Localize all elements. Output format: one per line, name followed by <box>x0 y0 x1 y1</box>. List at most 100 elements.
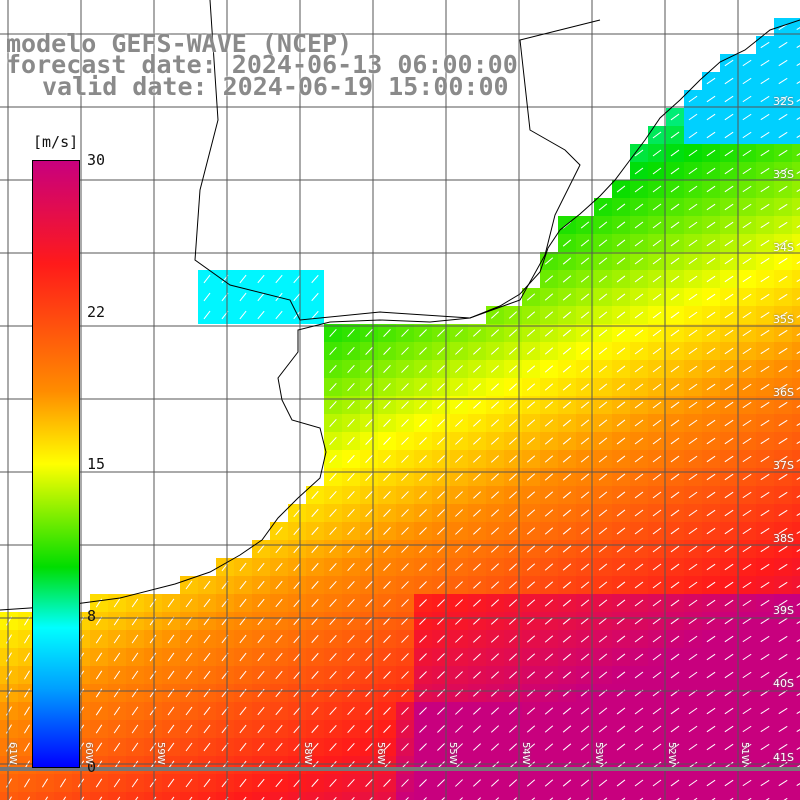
wind-arrow <box>616 707 626 715</box>
wind-arrow <box>796 729 800 733</box>
wind-arrow <box>652 671 662 679</box>
wind-arrow <box>437 365 445 373</box>
wind-arrow <box>652 545 662 553</box>
wind-arrow <box>796 405 800 409</box>
wind-arrow <box>688 95 698 103</box>
wind-arrow <box>688 761 698 769</box>
wind-arrow <box>580 779 590 787</box>
wind-arrow <box>742 599 752 607</box>
wind-arrow <box>670 257 680 265</box>
wind-arrow <box>544 563 554 571</box>
wind-arrow <box>455 581 463 589</box>
wind-arrow <box>526 671 536 679</box>
wind-arrow <box>778 743 788 751</box>
wind-arrow <box>652 329 662 337</box>
forecast-date: forecast date: 2024-06-13 06:00:00 <box>6 50 518 79</box>
wind-arrow <box>437 563 445 571</box>
wind-arrow <box>580 617 590 625</box>
wind-arrow <box>490 419 500 427</box>
wind-arrow <box>311 706 319 716</box>
wind-arrow <box>796 369 800 373</box>
colorbar <box>32 160 80 768</box>
wind-arrow <box>544 617 554 625</box>
wind-arrow <box>724 203 734 211</box>
wind-arrow <box>688 383 698 391</box>
wind-arrow <box>760 293 770 301</box>
wind-arrow <box>562 473 572 481</box>
wind-arrow <box>257 580 265 590</box>
wind-arrow <box>634 329 644 337</box>
wind-arrow <box>778 563 788 571</box>
wind-arrow <box>706 329 716 337</box>
wind-arrow <box>472 365 482 373</box>
wind-arrow <box>742 167 752 175</box>
wind-arrow <box>311 580 319 590</box>
wind-arrow <box>311 544 319 554</box>
wind-arrow <box>329 508 337 518</box>
wind-arrow <box>526 455 536 463</box>
wind-arrow <box>275 778 283 788</box>
wind-arrow <box>149 724 157 734</box>
wind-arrow <box>670 509 680 517</box>
wind-arrow <box>634 239 644 247</box>
wind-arrow <box>257 598 265 608</box>
wind-arrow <box>688 599 698 607</box>
wind-arrow <box>796 783 800 787</box>
wind-arrow <box>724 401 734 409</box>
wind-arrow <box>778 131 788 139</box>
wind-arrow <box>634 311 644 319</box>
wind-arrow <box>742 671 752 679</box>
wind-arrow <box>189 796 193 800</box>
wind-arrow <box>329 778 337 788</box>
wind-arrow <box>472 635 482 643</box>
wind-arrow <box>778 671 788 679</box>
wind-arrow <box>796 243 800 247</box>
wind-arrow <box>724 437 734 445</box>
wind-arrow <box>616 491 626 499</box>
wind-arrow <box>688 257 698 265</box>
wind-arrow <box>9 796 12 800</box>
wind-arrow <box>778 437 788 445</box>
wind-arrow <box>706 221 716 229</box>
wind-arrow <box>293 292 301 302</box>
colorbar-tick-0: 0 <box>87 758 97 776</box>
border-line <box>194 0 601 321</box>
wind-arrow <box>724 95 734 103</box>
wind-arrow <box>383 779 391 787</box>
lat-label: 34S <box>773 241 794 254</box>
wind-arrow <box>706 599 716 607</box>
wind-arrow <box>203 310 211 320</box>
wind-arrow <box>544 779 554 787</box>
wind-arrow <box>185 688 193 698</box>
wind-arrow <box>526 329 536 337</box>
wind-arrow <box>526 509 536 517</box>
wind-arrow <box>311 724 319 734</box>
wind-arrow <box>796 279 800 283</box>
wind-arrow <box>544 743 554 751</box>
wind-arrow <box>329 742 337 752</box>
wind-arrow <box>369 797 373 800</box>
wind-arrow <box>688 743 698 751</box>
wind-arrow <box>544 725 554 733</box>
wind-arrow <box>562 293 572 301</box>
wind-arrow <box>742 653 752 661</box>
wind-arrow <box>419 329 427 337</box>
wind-arrow <box>419 527 427 535</box>
wind-arrow <box>670 653 680 661</box>
colorbar-units: [m/s] <box>33 133 79 151</box>
wind-arrow <box>401 707 409 715</box>
lat-label: 38S <box>773 532 794 545</box>
wind-arrow <box>796 765 800 769</box>
wind-arrow <box>760 185 770 193</box>
wind-arrow <box>706 257 716 265</box>
wind-arrow <box>760 743 770 751</box>
wind-arrow <box>383 581 391 589</box>
wind-arrow <box>742 59 752 67</box>
wind-arrow <box>81 796 85 800</box>
wind-arrow <box>275 310 283 320</box>
wind-arrow <box>670 131 680 139</box>
wind-arrow <box>706 653 716 661</box>
wind-arrow <box>419 401 427 409</box>
wind-arrow <box>275 688 283 698</box>
wind-arrow <box>131 724 139 734</box>
